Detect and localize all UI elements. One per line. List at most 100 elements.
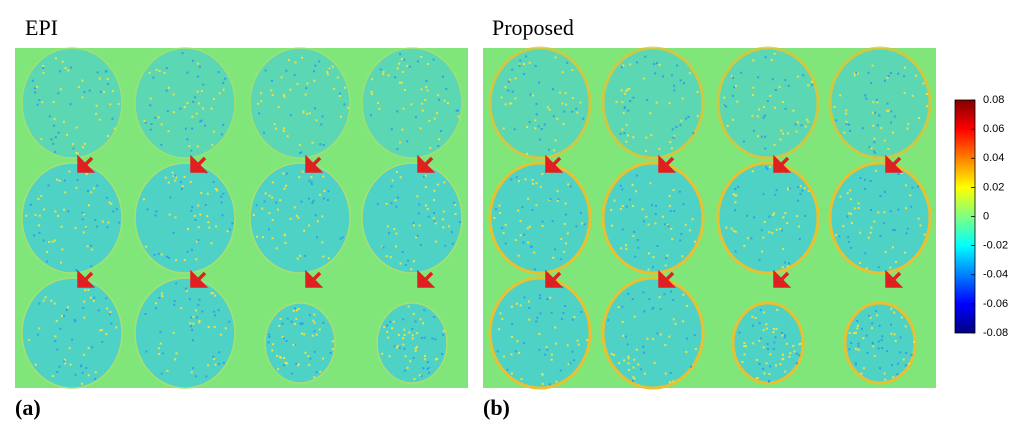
noise <box>751 324 754 327</box>
noise <box>54 151 57 154</box>
noise <box>548 148 551 151</box>
noise <box>314 64 317 67</box>
noise <box>758 322 761 325</box>
noise <box>554 342 557 345</box>
noise <box>613 353 616 356</box>
noise <box>299 152 302 155</box>
noise <box>664 372 667 375</box>
noise <box>897 173 900 176</box>
noise <box>670 74 673 77</box>
noise <box>692 132 695 135</box>
noise <box>145 350 148 353</box>
brain-slice <box>716 161 820 275</box>
noise <box>197 75 200 78</box>
noise <box>419 318 422 321</box>
noise <box>216 189 219 192</box>
noise <box>615 100 618 103</box>
noise <box>442 330 445 333</box>
noise <box>810 80 813 83</box>
noise <box>424 204 427 207</box>
noise <box>40 194 43 197</box>
noise <box>762 329 765 332</box>
noise <box>85 173 88 176</box>
noise <box>158 352 161 355</box>
noise <box>802 74 805 77</box>
noise <box>499 312 502 315</box>
noise <box>686 304 689 307</box>
noise <box>445 88 448 91</box>
noise <box>299 254 302 257</box>
noise <box>174 179 177 182</box>
noise <box>426 208 429 211</box>
noise <box>194 218 197 221</box>
noise <box>422 322 425 325</box>
noise <box>316 220 319 223</box>
noise <box>28 338 31 341</box>
noise <box>188 298 191 301</box>
brain-slice <box>488 46 592 160</box>
noise <box>38 327 41 330</box>
noise <box>643 310 646 313</box>
noise <box>190 316 193 319</box>
noise <box>167 256 170 259</box>
noise <box>117 103 120 106</box>
noise <box>272 343 275 346</box>
noise <box>668 381 671 384</box>
noise <box>772 327 775 330</box>
noise <box>212 180 215 183</box>
noise <box>411 337 414 340</box>
noise <box>214 363 217 366</box>
noise <box>82 231 85 234</box>
noise <box>399 262 402 265</box>
noise <box>425 79 428 82</box>
noise <box>175 282 178 285</box>
noise <box>212 355 215 358</box>
noise <box>781 101 784 104</box>
noise <box>38 224 41 227</box>
noise <box>842 225 845 228</box>
noise <box>99 329 102 332</box>
noise <box>753 216 756 219</box>
noise <box>582 117 585 120</box>
noise <box>675 125 678 128</box>
noise <box>89 244 92 247</box>
noise <box>453 201 456 204</box>
noise <box>258 112 261 115</box>
noise <box>882 222 885 225</box>
noise <box>109 311 112 314</box>
noise <box>398 346 401 349</box>
noise <box>798 238 801 241</box>
noise <box>579 212 582 215</box>
noise <box>849 198 852 201</box>
noise <box>541 382 544 385</box>
noise <box>652 265 655 268</box>
noise <box>443 181 446 184</box>
noise <box>766 99 769 102</box>
noise <box>217 309 220 312</box>
noise <box>766 347 769 350</box>
noise <box>167 181 170 184</box>
noise <box>283 127 286 130</box>
noise <box>252 213 255 216</box>
noise <box>437 145 440 148</box>
brain-slice <box>601 46 705 160</box>
noise <box>864 178 867 181</box>
noise <box>535 204 538 207</box>
noise <box>725 226 728 229</box>
noise <box>835 119 838 122</box>
noise <box>297 363 300 366</box>
noise <box>517 254 520 257</box>
noise <box>412 221 415 224</box>
noise <box>82 213 85 216</box>
noise <box>100 328 103 331</box>
noise <box>579 101 582 104</box>
noise <box>197 62 200 65</box>
noise <box>801 189 804 192</box>
noise <box>617 306 620 309</box>
noise <box>295 362 298 365</box>
noise <box>892 376 895 379</box>
noise <box>528 61 531 64</box>
arrow <box>885 269 904 288</box>
arrow <box>190 154 209 173</box>
noise <box>772 213 775 216</box>
